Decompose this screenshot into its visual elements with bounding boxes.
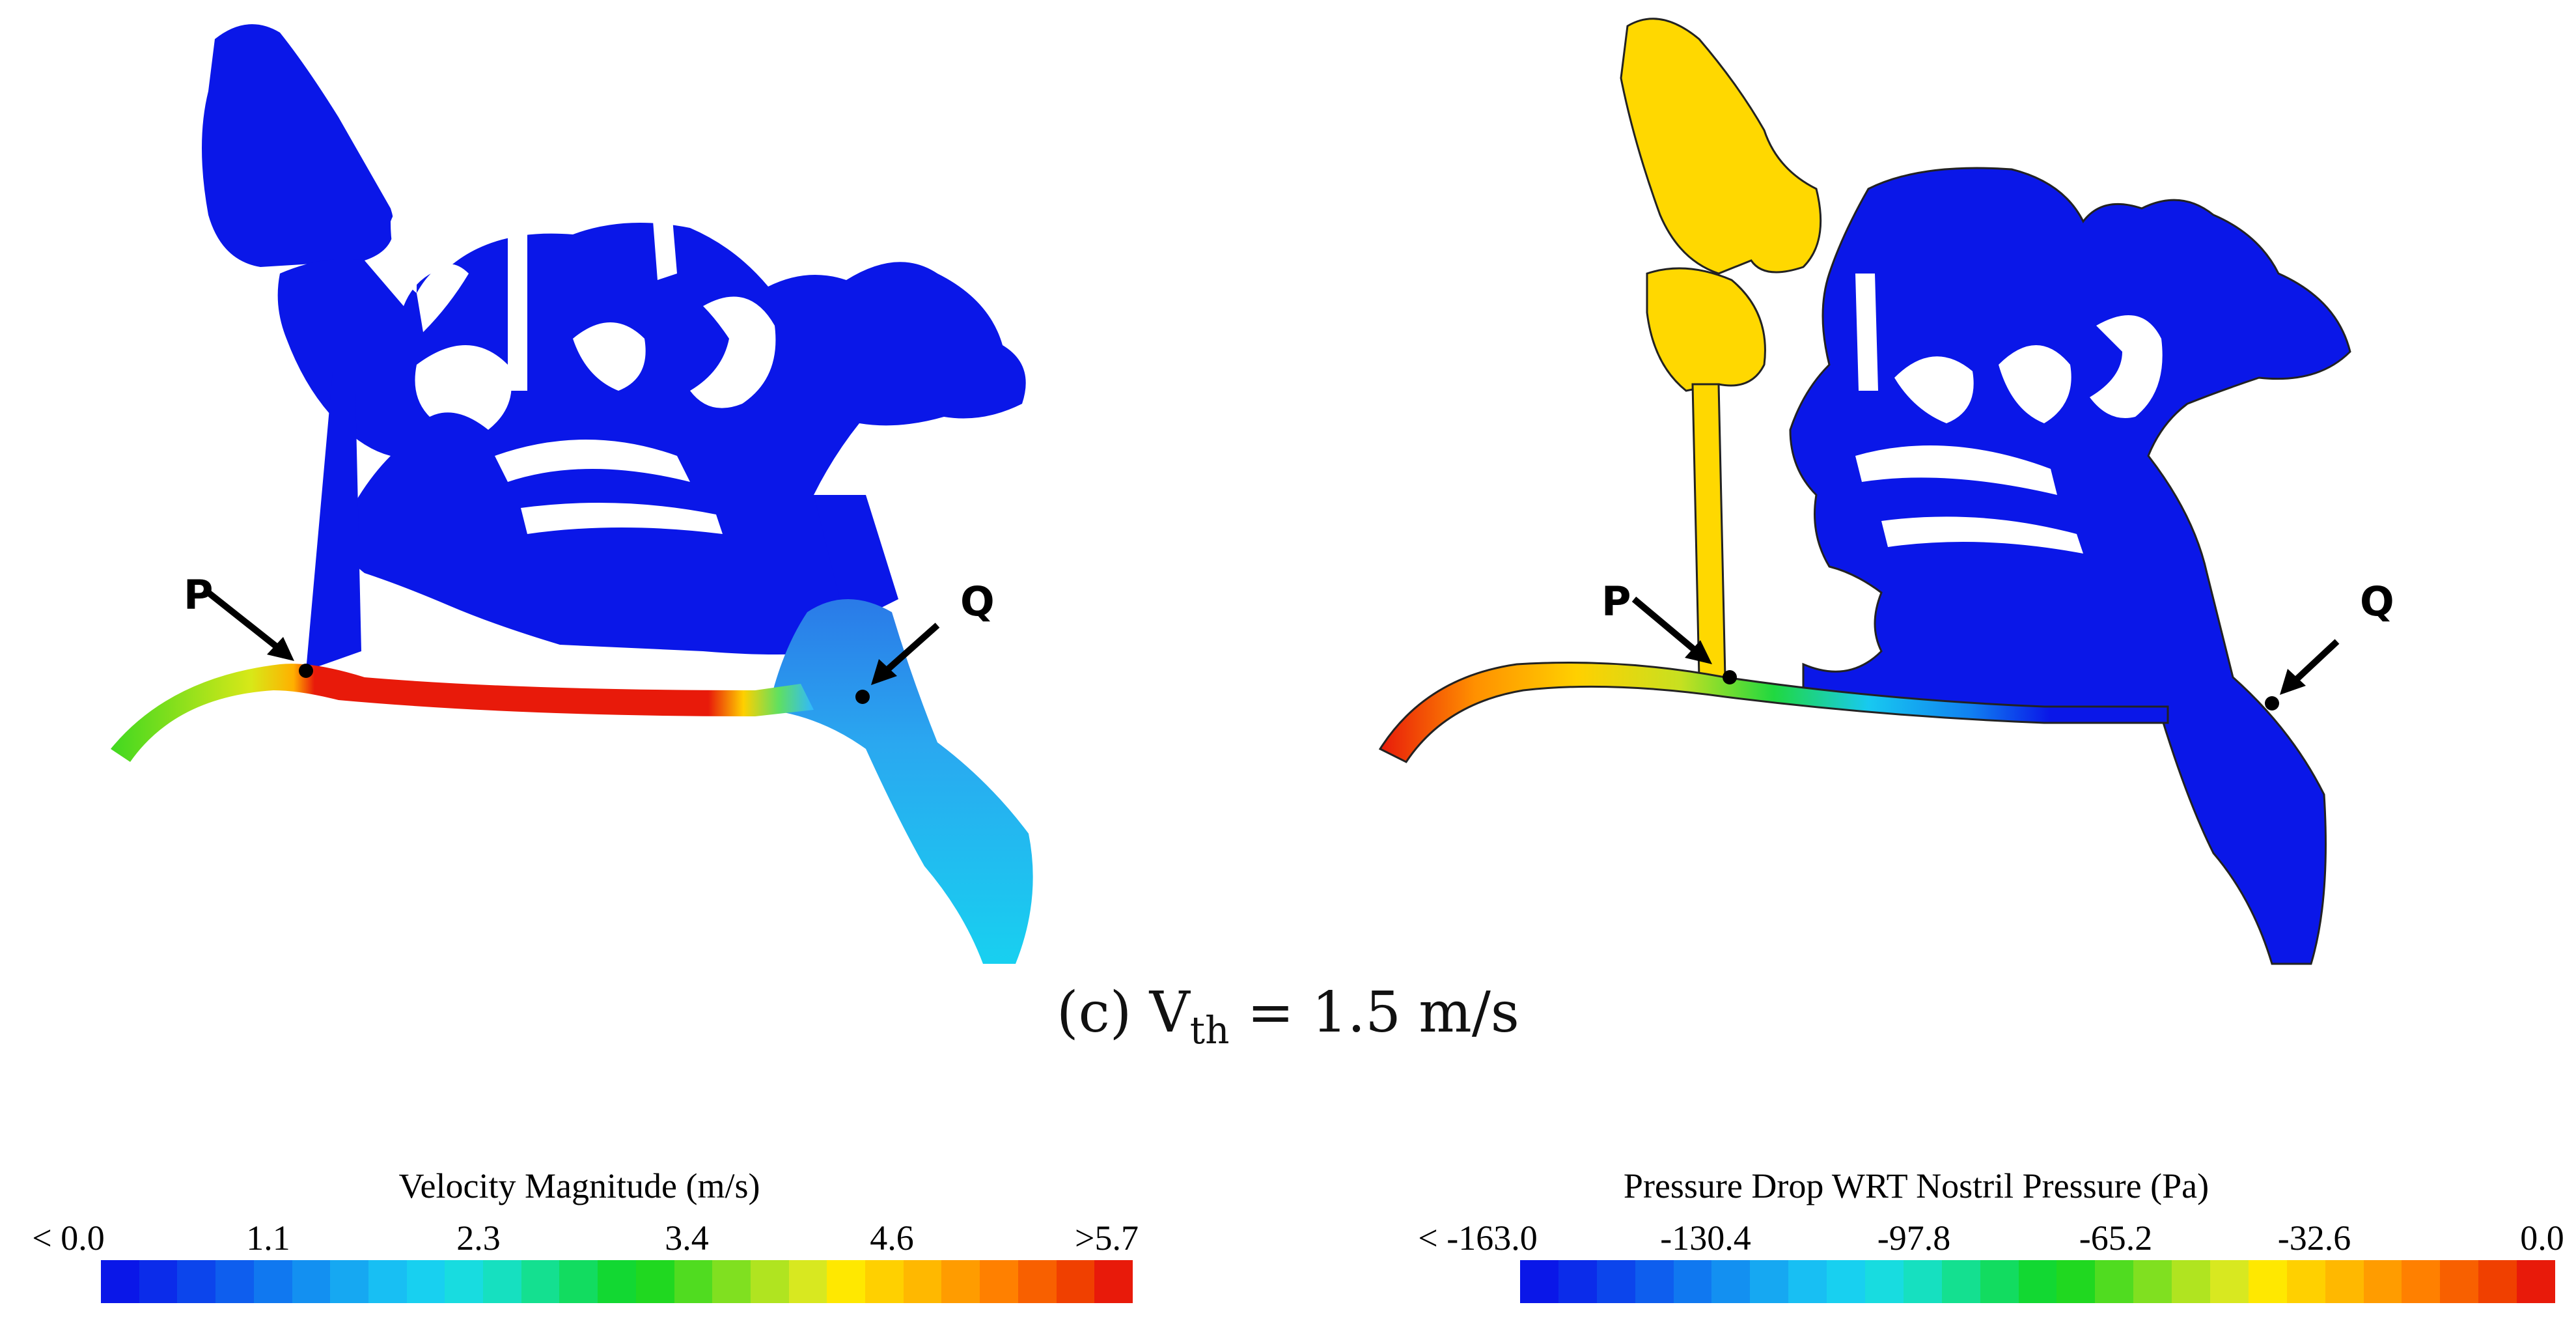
pressure-tick-5: 0.0 bbox=[2520, 1218, 2564, 1258]
meatus-cutouts bbox=[391, 189, 776, 534]
point-p-label: P bbox=[1601, 578, 1631, 625]
pressure-tick-1: -130.4 bbox=[1660, 1218, 1751, 1258]
pressure-legend-title: Pressure Drop WRT Nostril Pressure (Pa) bbox=[1623, 1166, 2209, 1205]
nasal-floor-channel bbox=[111, 664, 814, 762]
point-p-marker-right: P bbox=[1601, 578, 1737, 684]
figure-caption: (c) Vth = 1.5 m/s bbox=[0, 980, 2576, 1052]
point-p-marker: P bbox=[184, 571, 313, 678]
velocity-color-bar bbox=[101, 1260, 1133, 1303]
point-q-marker: Q bbox=[855, 578, 995, 704]
velocity-tick-4: 4.6 bbox=[870, 1218, 914, 1258]
velocity-tick-0: < 0.0 bbox=[32, 1218, 105, 1258]
velocity-tick-2: 2.3 bbox=[456, 1218, 501, 1258]
nasal-floor-pressure-channel bbox=[1378, 662, 2169, 763]
pharynx-region bbox=[768, 599, 1033, 964]
pressure-panel: P Q bbox=[1295, 0, 2576, 1016]
point-q-label: Q bbox=[2360, 578, 2394, 625]
caption-suffix: = 1.5 m/s bbox=[1229, 980, 1519, 1045]
pressure-tick-0: < -163.0 bbox=[1418, 1218, 1538, 1258]
caption-subscript: th bbox=[1189, 1008, 1230, 1053]
pressure-legend: Pressure Drop WRT Nostril Pressure (Pa) … bbox=[1400, 1166, 2576, 1322]
pressure-contour-diagram: P Q bbox=[1378, 18, 2394, 965]
nasal-cavity-blue-region bbox=[202, 24, 1026, 671]
velocity-legend: Velocity Magnitude (m/s) < 0.0 1.1 2.3 3… bbox=[0, 1166, 1159, 1322]
velocity-tick-5: >5.7 bbox=[1075, 1218, 1139, 1258]
point-p-label: P bbox=[184, 571, 213, 619]
velocity-panel: P Q bbox=[0, 0, 1276, 1016]
pressure-color-bar bbox=[1520, 1260, 2556, 1303]
velocity-tick-1: 1.1 bbox=[246, 1218, 290, 1258]
pressure-tick-4: -32.6 bbox=[2277, 1218, 2351, 1258]
meatus-cutouts-right bbox=[1855, 274, 2163, 554]
point-q-label: Q bbox=[960, 578, 995, 625]
velocity-tick-3: 3.4 bbox=[665, 1218, 709, 1258]
caption-prefix: (c) V bbox=[1057, 980, 1190, 1045]
point-q-marker-right: Q bbox=[2265, 578, 2394, 710]
pressure-tick-3: -65.2 bbox=[2079, 1218, 2153, 1258]
velocity-legend-title: Velocity Magnitude (m/s) bbox=[398, 1166, 760, 1205]
yellow-sinus-region bbox=[1620, 18, 1822, 679]
pressure-tick-2: -97.8 bbox=[1877, 1218, 1951, 1258]
velocity-contour-diagram: P Q bbox=[111, 24, 1033, 964]
